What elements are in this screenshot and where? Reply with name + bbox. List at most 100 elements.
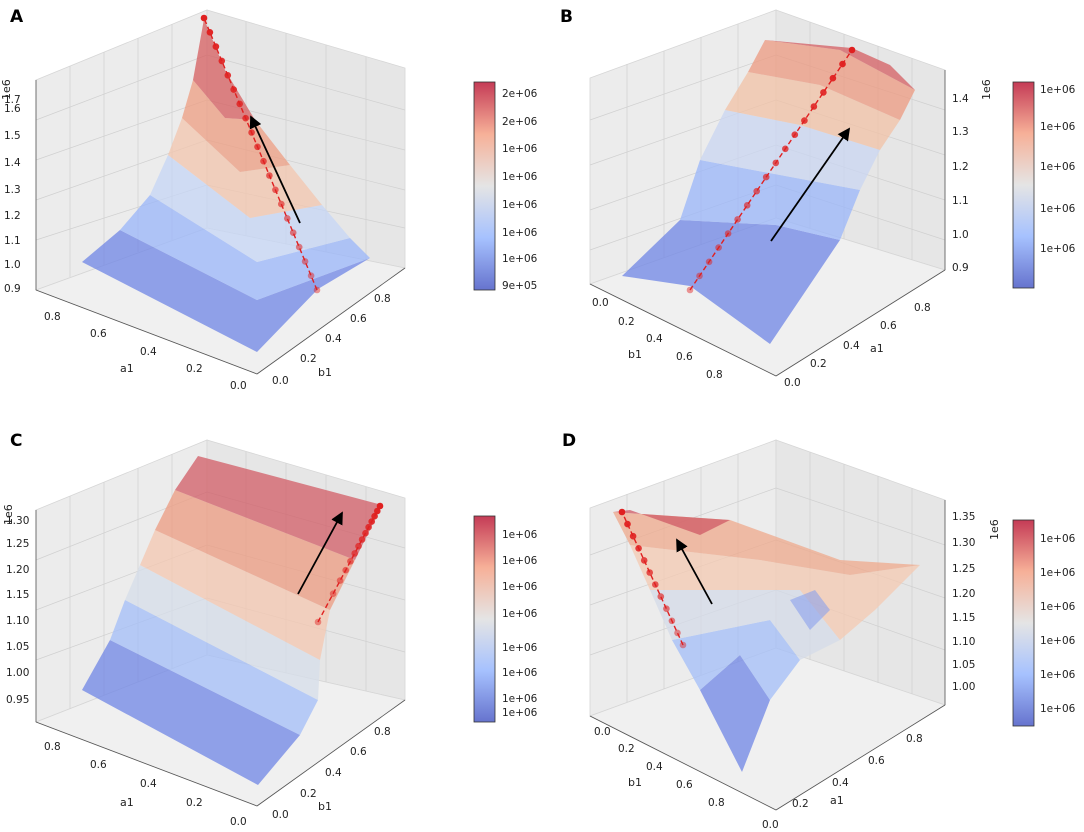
panel-d-letter: D (562, 431, 576, 451)
panel-c-path-point (342, 566, 350, 574)
panel-a-ztick-8: 1.7 (4, 94, 21, 106)
panel-a-path-point (289, 229, 297, 236)
panel-d-path-point (646, 569, 653, 576)
panel-d-path (618, 508, 687, 649)
panel-c-path-point (329, 590, 337, 597)
panel-d-xtick-1: 0.2 (618, 743, 635, 755)
panel-d-z-ticks: 1.00 1.05 1.10 1.15 1.20 1.25 1.30 1.35 (952, 511, 975, 693)
panel-d-surface-band-1 (700, 655, 770, 772)
panel-d-ytick-0: 0.0 (762, 819, 779, 831)
panel-a-path-point (313, 286, 321, 294)
panel-a-path-point (248, 129, 255, 136)
panel-c-cbtick-6: 1e+06 (502, 693, 538, 705)
panel-c-ytick-1: 0.2 (300, 788, 317, 800)
panel-a-surface-band-2 (120, 195, 370, 300)
panel-c-ztick-4: 1.15 (6, 589, 29, 601)
panel-a-surface-band-4 (168, 118, 322, 218)
panel-c-colorbar (473, 515, 496, 723)
panel-a-colorbar (473, 81, 496, 291)
panel-c-path-point (358, 536, 366, 543)
panel-a-xtick-4: 0.8 (44, 311, 61, 323)
panel-d: D (562, 431, 1076, 831)
panel-c-ztick-5: 1.20 (6, 564, 29, 576)
panel-c-ztick-6: 1.25 (6, 538, 29, 550)
panel-c-surface-band-4 (140, 530, 330, 660)
panel-c-path-point (351, 550, 359, 557)
panel-a-xtick-0: 0.0 (230, 380, 247, 392)
panel-b-path-point (791, 131, 799, 138)
panel-c-ztick-7: 1.30 (6, 515, 29, 527)
panel-a-cbtick-6: 1e+06 (502, 253, 538, 265)
panel-a-surface-band-6 (193, 19, 255, 120)
panel-b-surface-band-2 (680, 160, 860, 240)
panel-b-path-point (743, 202, 751, 209)
panel-b-x-ticks: 0.0 0.2 0.4 0.6 0.8 (592, 297, 723, 381)
panel-d-ztick-0: 1.00 (952, 681, 975, 693)
panel-a-ztick-6: 1.5 (4, 130, 21, 142)
panel-b-path-point (686, 286, 694, 294)
panel-c-ztick-2: 1.05 (6, 641, 29, 653)
panel-a-surface-band-1 (82, 230, 370, 352)
panel-c: C (2, 431, 538, 828)
panel-a-ytick-0: 0.0 (272, 375, 289, 387)
panel-c-arrow (297, 511, 343, 595)
panel-a-xtick-3: 0.6 (90, 328, 107, 340)
panel-a-surface-band-5 (182, 80, 290, 172)
panel-a-z-ticks: 0.9 1.0 1.1 1.2 1.3 1.4 1.5 1.6 1.7 (4, 94, 21, 295)
panel-b-cbtick-4: 1e+06 (1040, 243, 1076, 255)
panel-c-surface-band-3 (125, 565, 320, 700)
panel-d-ytick-1: 0.2 (792, 798, 809, 810)
panel-b-xtick-4: 0.8 (706, 369, 723, 381)
panel-c-cbtick-2: 1e+06 (502, 581, 538, 593)
panel-c-colorbar-ticks: 1e+06 1e+06 1e+06 1e+06 1e+06 1e+06 1e+0… (502, 529, 538, 719)
panel-c-path-point (336, 577, 344, 584)
panel-d-y-ticks: 0.0 0.2 0.4 0.6 0.8 (762, 733, 923, 831)
panel-a-ytick-3: 0.6 (350, 313, 367, 325)
panel-a-y-ticks: 0.0 0.2 0.4 0.6 0.8 (272, 293, 391, 387)
panel-b-path-point (705, 258, 713, 266)
panel-d-ylabel: a1 (830, 794, 844, 807)
panel-d-xtick-4: 0.8 (708, 797, 725, 809)
panel-d-ytick-2: 0.4 (832, 777, 849, 789)
panel-b-ytick-0: 0.0 (784, 377, 801, 389)
panel-a-path-point (212, 43, 220, 50)
panel-c-surface-band-1 (82, 640, 300, 785)
panel-c-xlabel: a1 (120, 796, 134, 809)
panel-c-path-point (355, 542, 362, 550)
panel-a-x-ticks: 0.0 0.2 0.4 0.6 0.8 (44, 311, 247, 392)
panel-a-xtick-1: 0.2 (186, 363, 203, 375)
panel-d-surface-band-6 (613, 510, 730, 535)
panel-d-zlabel: 1e6 (988, 519, 1001, 540)
panel-b-ztick-0: 0.9 (952, 262, 969, 274)
panel-b-ylabel: a1 (870, 342, 884, 355)
panel-c-cbtick-3: 1e+06 (502, 608, 538, 620)
panel-a-path-point (307, 272, 315, 280)
panel-d-cbtick-1: 1e+06 (1040, 567, 1076, 579)
panel-b-path-point (772, 159, 780, 167)
panel-b-xtick-1: 0.2 (618, 316, 635, 328)
panel-c-z-ticks: 0.95 1.00 1.05 1.10 1.15 1.20 1.25 1.30 (6, 515, 29, 706)
panel-c-path (314, 502, 384, 626)
panel-a-path-point (224, 72, 232, 79)
panel-c-surface (82, 456, 382, 785)
panel-b-ztick-1: 1.0 (952, 229, 969, 241)
panel-c-letter: C (10, 431, 22, 451)
panel-b-arrow (770, 127, 851, 242)
panel-d-path-point (629, 532, 637, 540)
panel-c-xtick-2: 0.4 (140, 778, 157, 790)
panel-c-xtick-0: 0.0 (230, 816, 247, 828)
panel-d-path-point (618, 508, 626, 516)
panel-b-path-point (696, 272, 703, 280)
panel-a-ztick-1: 1.0 (4, 259, 21, 271)
panel-d-ztick-1: 1.05 (952, 659, 975, 671)
panel-b-ytick-2: 0.4 (843, 340, 860, 352)
panel-b-cbtick-3: 1e+06 (1040, 203, 1076, 215)
panel-b-colorbar-ticks: 1e+06 1e+06 1e+06 1e+06 1e+06 (1040, 84, 1076, 255)
panel-b-letter: B (560, 7, 573, 27)
panel-b-path-point (801, 117, 808, 124)
panel-a-surface (82, 19, 370, 352)
panel-d-cbtick-2: 1e+06 (1040, 601, 1076, 613)
panel-b-path-point (839, 60, 846, 68)
panel-d-ztick-2: 1.10 (952, 636, 975, 648)
